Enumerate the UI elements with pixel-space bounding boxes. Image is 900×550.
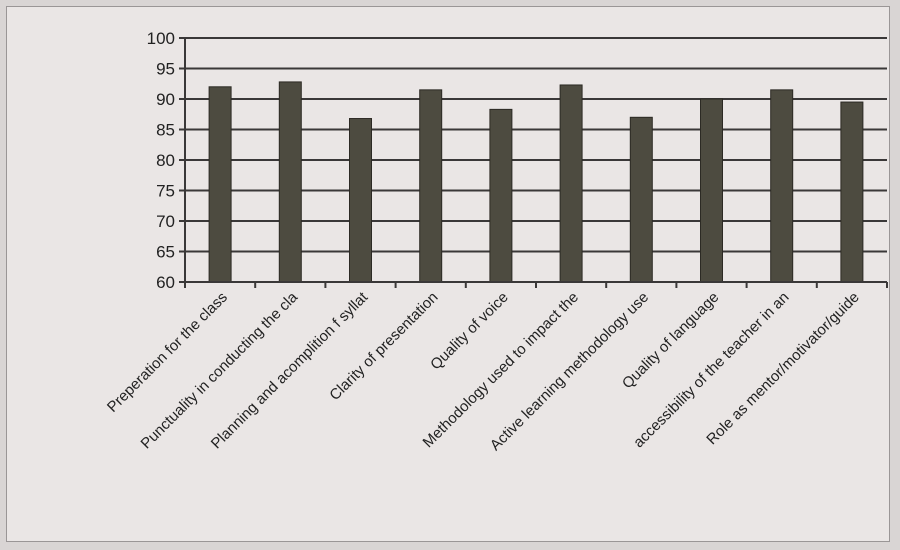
y-tick-label: 60 [156, 273, 175, 292]
y-tick-label: 80 [156, 151, 175, 170]
bar [349, 118, 372, 283]
bar [840, 101, 864, 283]
bar [489, 108, 513, 283]
bar [419, 89, 443, 283]
y-tick-label: 90 [156, 90, 175, 109]
bar [208, 86, 232, 283]
chart-frame: 60 65 70 75 80 85 90 95 100 Preperation for the c… [6, 6, 890, 542]
bar [559, 84, 583, 283]
y-tick-label: 85 [156, 121, 175, 140]
bar-chart: 60 65 70 75 80 85 90 95 100 Preperation for the c… [104, 29, 888, 454]
bar [700, 98, 723, 283]
y-tick-label: 95 [156, 60, 175, 79]
y-tick-label: 65 [156, 243, 175, 262]
x-tick-label: Role as mentor/motivator/guide [703, 289, 862, 448]
x-tick-label: Preperation for the class [104, 289, 231, 416]
bar [278, 81, 302, 283]
bar [629, 116, 653, 283]
bar [770, 89, 794, 283]
y-tick-label: 100 [147, 29, 175, 48]
y-tick-label: 75 [156, 182, 175, 201]
y-tick-label: 70 [156, 212, 175, 231]
